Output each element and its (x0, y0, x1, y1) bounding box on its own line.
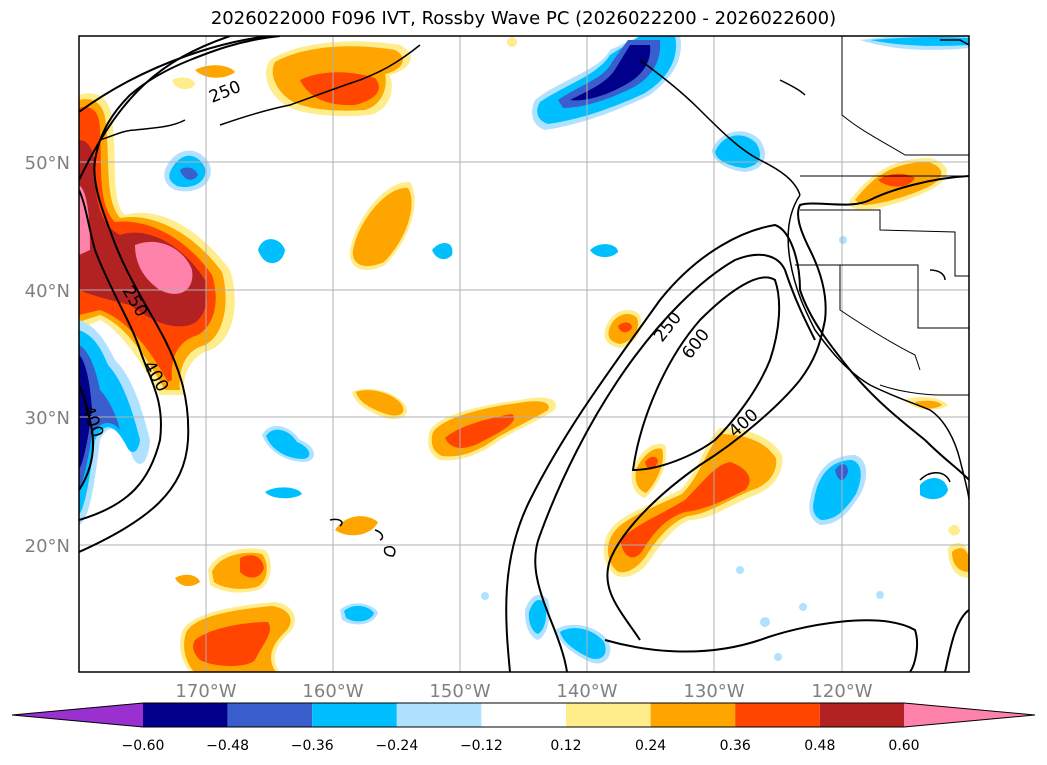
map-title: 2026022000 F096 IVT, Rossby Wave PC (202… (210, 8, 837, 29)
colorbar: −0.60 −0.48 −0.36 −0.24 −0.12 0.12 0.24 … (11, 702, 1036, 754)
colorbar-tick: 0.36 (720, 738, 751, 754)
colorbar-segment (396, 703, 482, 727)
colorbar-tick: −0.48 (206, 738, 249, 754)
map-frame (78, 35, 970, 673)
lat-label: 40°N (25, 281, 70, 302)
lat-label: 30°N (25, 408, 70, 429)
colorbar-segment (312, 703, 397, 727)
colorbar-segment (227, 703, 313, 727)
lon-label: 130°W (683, 681, 744, 702)
colorbar-tick: −0.12 (460, 738, 503, 754)
colorbar-outline (11, 702, 1036, 728)
political-boundaries (795, 36, 969, 396)
colorbar-segment (819, 703, 904, 727)
colorbar-tick: 0.12 (550, 738, 581, 754)
colorbar-segment (566, 703, 651, 727)
colorbar-tick: 0.24 (635, 738, 666, 754)
colorbar-segment (650, 703, 736, 727)
colorbar-extend-left (12, 703, 143, 727)
colorbar-tick: 0.60 (888, 738, 919, 754)
lon-label: 160°W (302, 681, 363, 702)
coastlines (99, 39, 969, 557)
colorbar-segment (481, 703, 566, 727)
lon-label: 120°W (811, 681, 872, 702)
colorbar-tick: −0.60 (122, 738, 165, 754)
lon-label: 170°W (175, 681, 236, 702)
colorbar-segment (735, 703, 820, 727)
colorbar-tick: −0.24 (375, 738, 418, 754)
map-gridlines (79, 36, 969, 672)
lon-label: 150°W (429, 681, 490, 702)
lon-label: 140°W (556, 681, 617, 702)
lat-label: 50°N (25, 153, 70, 174)
ivt-anomaly-shading (79, 36, 969, 672)
map-content: 250 250 400 400 250 600 400 (79, 36, 969, 672)
colorbar-segment (143, 703, 228, 727)
colorbar-tick: 0.48 (804, 738, 835, 754)
colorbar-extend-right (904, 703, 1035, 727)
lat-label: 20°N (25, 536, 70, 557)
ivt-contours (79, 36, 969, 672)
colorbar-tick: −0.36 (291, 738, 334, 754)
